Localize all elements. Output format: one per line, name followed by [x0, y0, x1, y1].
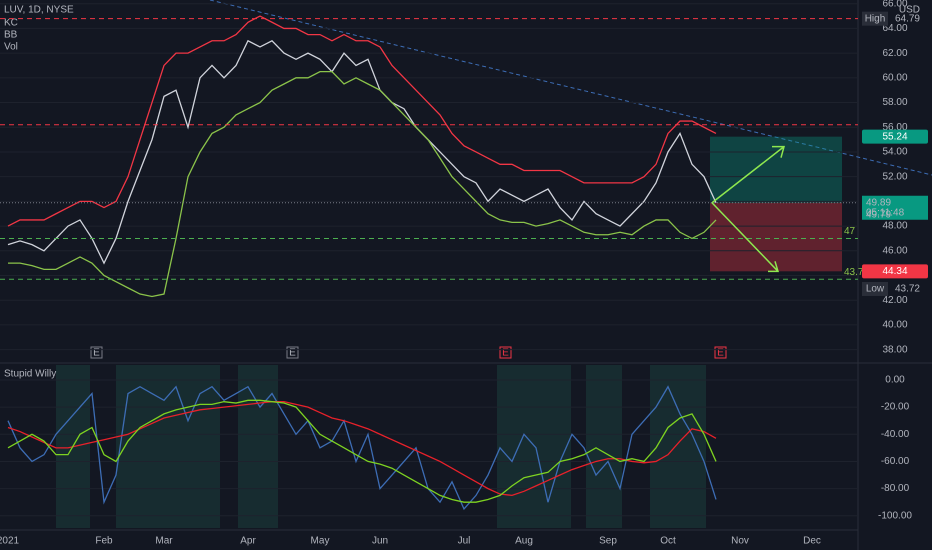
y-tick-label: 46.00: [882, 245, 907, 256]
high-value: 64.79: [895, 13, 920, 24]
stop-zone: [710, 202, 842, 272]
earnings-label: E: [289, 348, 296, 359]
earnings-box: [90, 346, 103, 359]
level-label: 47: [844, 226, 856, 237]
last-tag-box: [862, 195, 928, 220]
y-tick-label: 58.00: [882, 97, 907, 108]
y-tick-label: 48.00: [882, 221, 907, 232]
earnings-box: [499, 346, 512, 359]
y-tick-label: 42.00: [882, 295, 907, 306]
y-tick-label: 56.00: [882, 122, 907, 133]
x-tick-label: 2021: [0, 536, 20, 547]
y-tick-label: 62.00: [882, 48, 907, 59]
indicator: Vol: [4, 42, 18, 53]
prev-close: 49.79: [866, 210, 891, 221]
earnings-box: [714, 346, 727, 359]
zone: [586, 365, 622, 528]
price-tag: [862, 129, 928, 144]
low-tag-box: [862, 281, 888, 296]
y-tick-label: 64.00: [882, 23, 907, 34]
currency: USD: [899, 5, 920, 16]
y-tick-label: 54.00: [882, 147, 907, 158]
arrow-down: [711, 202, 780, 273]
x-tick-label: Oct: [660, 536, 676, 547]
x-tick-label: Jul: [458, 536, 471, 547]
zone: [650, 365, 706, 528]
x-tick-label: Aug: [515, 536, 533, 547]
series-line: [7, 385, 717, 511]
target-zone: [710, 136, 842, 203]
price-tag-label: 44.34: [882, 266, 907, 277]
y-tick-label: 52.00: [882, 171, 907, 182]
x-tick-label: Mar: [155, 536, 173, 547]
low-tag: Low: [866, 284, 885, 295]
high-tag-box: [862, 11, 888, 26]
series-line: [7, 15, 717, 227]
chart-title: LUV, 1D, NYSE: [4, 5, 74, 16]
level-label: 43.7: [844, 267, 864, 278]
earnings-label: E: [717, 348, 724, 359]
series-line: [7, 401, 717, 497]
y-tick-label: -100.00: [878, 510, 912, 521]
x-tick-label: May: [311, 536, 330, 547]
y-tick-label: -40.00: [881, 429, 910, 440]
indicator: BB: [4, 30, 18, 41]
x-tick-label: Jun: [372, 536, 388, 547]
y-tick-label: -60.00: [881, 456, 910, 467]
x-tick-label: Apr: [240, 536, 256, 547]
x-tick-label: Dec: [803, 536, 821, 547]
price-tag-label: 55.24: [882, 131, 907, 142]
series-line: [7, 39, 717, 265]
earnings-label: E: [93, 348, 100, 359]
last-price: 49.89: [866, 197, 891, 208]
y-tick-label: 60.00: [882, 72, 907, 83]
countdown: 05:11:48: [866, 207, 905, 218]
indicator: KC: [4, 18, 18, 29]
trend-line: [209, 0, 932, 176]
zone: [238, 365, 278, 528]
zone: [116, 365, 220, 528]
x-tick-label: Nov: [731, 536, 749, 547]
arrow-up: [711, 145, 785, 204]
y-tick-label: -20.00: [881, 402, 910, 413]
high-tag: High: [865, 13, 886, 24]
y-tick-label: 66.00: [882, 0, 907, 9]
earnings-box: [286, 346, 299, 359]
y-tick-label: 40.00: [882, 320, 907, 331]
series-line: [7, 399, 717, 503]
earnings-label: E: [502, 348, 509, 359]
x-tick-label: Feb: [95, 536, 113, 547]
series-line: [8, 71, 717, 298]
osc-title: Stupid Willy: [4, 369, 56, 380]
price-tag: [862, 264, 928, 279]
earnings: E E E E: [90, 346, 727, 359]
x-tick-label: Sep: [599, 536, 617, 547]
y-tick-label: 0.00: [885, 375, 905, 386]
y-tick-label: -80.00: [881, 483, 910, 494]
y-tick-label: 38.00: [882, 344, 907, 355]
low-value: 43.72: [895, 284, 920, 295]
